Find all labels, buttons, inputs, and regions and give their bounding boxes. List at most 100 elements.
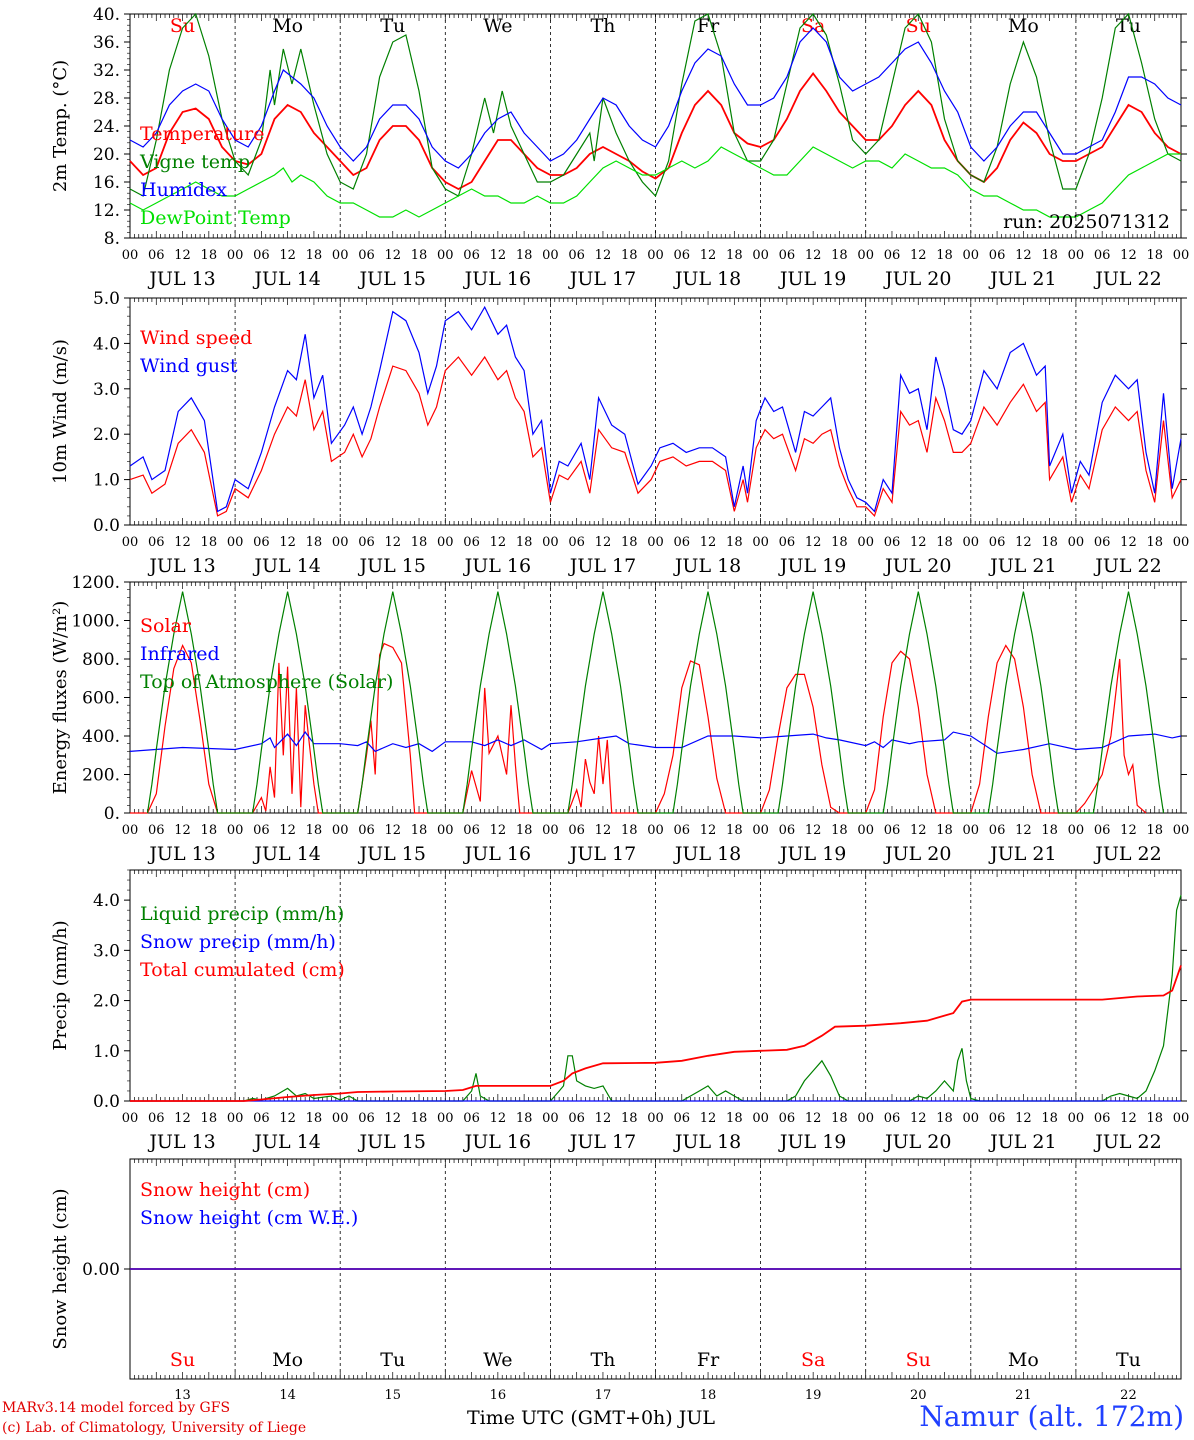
hour-label: 12 [174,535,191,550]
date-label: JUL 16 [463,1131,531,1153]
hour-label: 00 [752,248,769,263]
date-label: JUL 18 [673,1131,741,1153]
hour-label: 18 [1146,535,1163,550]
hour-label: 12 [490,1111,507,1126]
hour-label: 00 [963,823,980,838]
hour-label: 12 [384,823,401,838]
hour-label: 18 [306,1111,323,1126]
hour-label: 06 [779,823,796,838]
date-label: JUL 19 [778,268,846,290]
hour-label: 18 [411,823,428,838]
hour-label: 12 [174,823,191,838]
date-label: JUL 13 [147,555,215,577]
date-label: JUL 18 [673,268,741,290]
legend-entry: Vigne temp [139,151,250,173]
hour-label: 12 [1015,823,1032,838]
day-number-label: 15 [384,1388,401,1403]
hour-label: 12 [805,823,822,838]
hour-label: 06 [1094,823,1111,838]
legend-entry: Snow height (cm W.E.) [140,1207,358,1229]
hour-label: 12 [700,535,717,550]
weekday-label: Th [590,1349,615,1371]
hour-label: 00 [122,823,139,838]
hour-label: 18 [201,823,218,838]
date-label: JUL 21 [988,1131,1056,1153]
hour-label: 18 [306,248,323,263]
hour-label: 18 [201,535,218,550]
hour-label: 00 [542,1111,559,1126]
hour-label: 06 [989,1111,1006,1126]
hour-label: 00 [332,1111,349,1126]
hour-label: 12 [595,535,612,550]
hour-label: 12 [490,823,507,838]
run-annotation: run: 2025071312 [1003,211,1170,233]
y-tick-label: 28. [93,89,120,109]
hour-label: 06 [148,1111,165,1126]
hour-label: 00 [1068,248,1085,263]
hour-label: 06 [674,248,691,263]
series-line [129,146,1181,218]
hour-label: 00 [1173,248,1190,263]
hour-label: 06 [148,248,165,263]
hour-label: 06 [989,535,1006,550]
y-tick-label: 3.0 [93,941,120,961]
hour-label: 18 [1041,1111,1058,1126]
hour-label: 18 [516,823,533,838]
hour-label: 18 [621,823,638,838]
legend-entry: DewPoint Temp [140,207,291,229]
hour-label: 12 [1120,1111,1137,1126]
day-number-label: 20 [910,1388,927,1403]
series-line [129,355,1182,518]
weekday-label: Su [906,1349,931,1371]
hour-label: 18 [516,1111,533,1126]
station-name: Namur (alt. 172m) [919,1400,1184,1433]
date-label: JUL 13 [147,268,215,290]
hour-label: 00 [647,248,664,263]
y-tick-label: 16. [93,173,120,193]
hour-label: 06 [568,248,585,263]
y-tick-label: 24. [93,117,120,137]
hour-label: 06 [1094,1111,1111,1126]
day-number-label: 14 [279,1388,296,1403]
hour-label: 06 [253,1111,270,1126]
weekday-label: Tu [1116,15,1141,37]
credit-lab: (c) Lab. of Climatology, University of L… [2,1420,307,1436]
weekday-label: Tu [380,15,405,37]
hour-label: 18 [936,1111,953,1126]
hour-label: 06 [463,248,480,263]
hour-label: 18 [411,535,428,550]
date-label: JUL 13 [147,1131,215,1153]
date-label: JUL 22 [1093,268,1161,290]
hour-label: 06 [568,823,585,838]
day-number-label: 18 [700,1388,717,1403]
hour-label: 18 [831,1111,848,1126]
hour-label: 18 [726,535,743,550]
weekday-label: Fr [697,1349,720,1371]
hour-label: 00 [647,535,664,550]
y-axis-label: 2m Temp. (°C) [50,60,71,192]
hour-label: 06 [358,823,375,838]
hour-label: 06 [358,1111,375,1126]
hour-label: 06 [463,1111,480,1126]
date-label: JUL 20 [883,843,951,865]
series-line [130,965,1182,1102]
hour-label: 12 [490,535,507,550]
day-number-label: 19 [805,1388,822,1403]
hour-label: 00 [542,535,559,550]
y-tick-label: 20. [93,145,120,165]
y-axis-label: 10m Wind (m/s) [50,339,71,484]
date-label: JUL 21 [988,555,1056,577]
hour-label: 00 [1068,1111,1085,1126]
hour-label: 06 [884,823,901,838]
hour-label: 12 [384,535,401,550]
hour-label: 12 [174,248,191,263]
hour-label: 06 [253,823,270,838]
hour-label: 12 [490,248,507,263]
hour-label: 00 [647,1111,664,1126]
hour-label: 06 [463,535,480,550]
hour-label: 06 [253,535,270,550]
weekday-label: We [483,15,512,37]
date-label: JUL 15 [358,843,426,865]
y-tick-label: 8. [104,229,120,249]
